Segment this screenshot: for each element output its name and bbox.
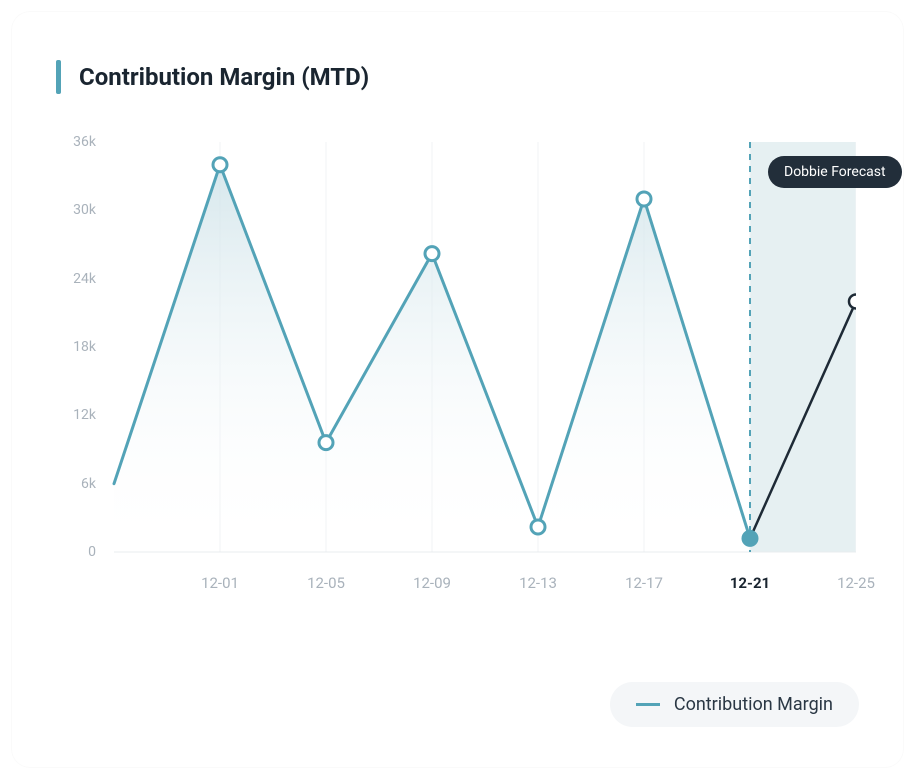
y-tick-label: 18k	[56, 339, 96, 355]
legend: Contribution Margin	[610, 682, 859, 727]
title-row: Contribution Margin (MTD)	[56, 60, 859, 94]
y-tick-label: 30k	[56, 202, 96, 218]
chart-card: Contribution Margin (MTD) 0 6k 12k 18k 24k 30…	[12, 12, 903, 767]
chart-svg	[56, 122, 856, 622]
x-tick-label: 12-21	[730, 574, 770, 592]
x-tick-label: 12-05	[307, 574, 345, 592]
y-tick-label: 24k	[56, 271, 96, 287]
x-tick-label: 12-09	[413, 574, 451, 592]
title-accent-bar	[56, 60, 61, 94]
legend-label: Contribution Margin	[674, 694, 833, 715]
x-tick-label: 12-25	[837, 574, 875, 592]
forecast-label-pill: Dobbie Forecast	[768, 156, 902, 188]
chart-area: 0 6k 12k 18k 24k 30k 36k 12-01 12-05 12-09 12-13 1…	[56, 122, 856, 622]
x-tick-label: 12-17	[625, 574, 663, 592]
legend-line-icon	[636, 703, 660, 706]
y-tick-label: 36k	[56, 134, 96, 150]
y-tick-label: 0	[56, 544, 96, 560]
x-tick-label: 12-13	[519, 574, 557, 592]
y-tick-label: 6k	[56, 476, 96, 492]
x-tick-label: 12-01	[201, 574, 239, 592]
chart-title: Contribution Margin (MTD)	[79, 63, 369, 91]
y-tick-label: 12k	[56, 407, 96, 423]
